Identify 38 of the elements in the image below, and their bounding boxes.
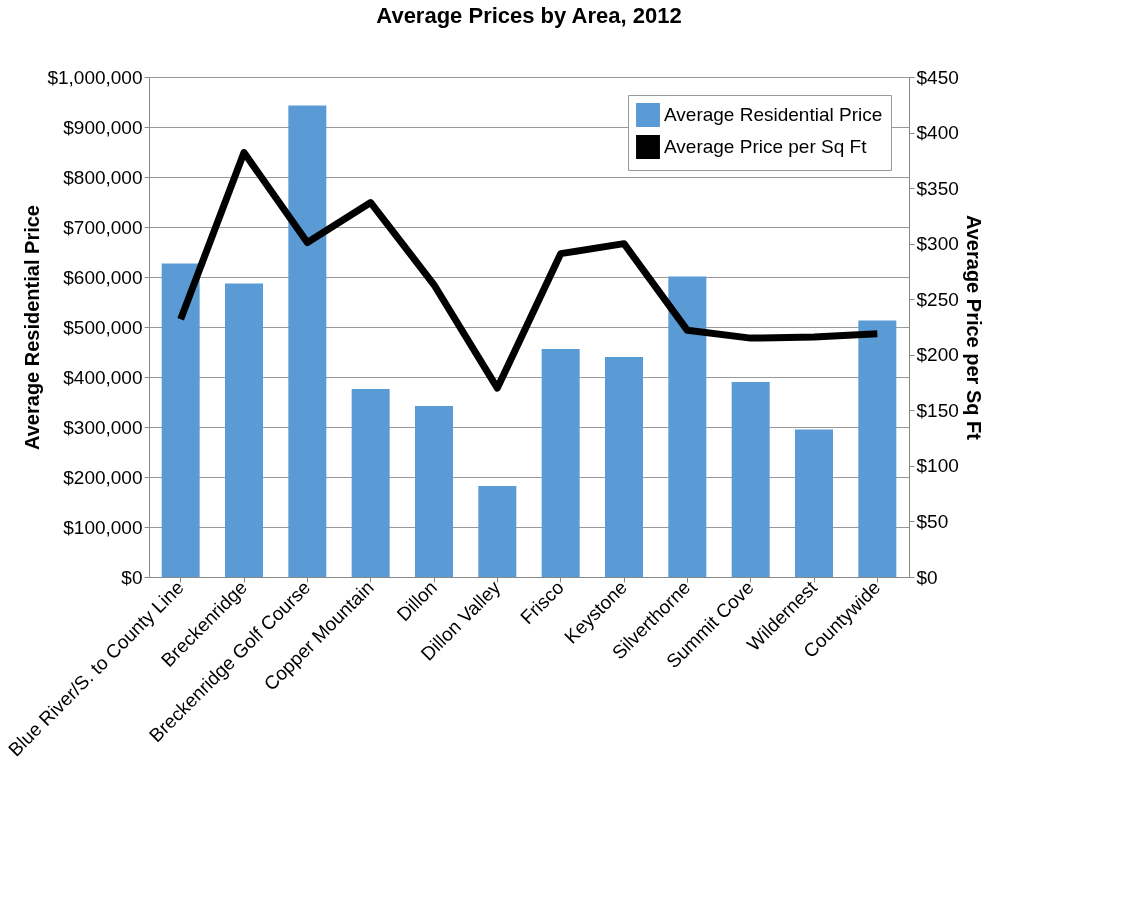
bar	[731, 382, 770, 577]
bar	[795, 429, 833, 577]
y-tick-label: $400,000	[63, 366, 143, 388]
y-tick-label: $300,000	[63, 416, 143, 438]
y2-tick-label: $200	[916, 344, 959, 366]
bar	[668, 276, 707, 577]
y2-tick-label: $300	[916, 233, 959, 255]
bar	[478, 486, 517, 577]
y2-axis-title: Average Price per Sq Ft	[962, 215, 985, 441]
y2-tick-label: $0	[916, 566, 938, 588]
y-tick-label: $800,000	[63, 166, 143, 188]
y-tick-label: $200,000	[63, 466, 143, 488]
bar	[351, 389, 390, 577]
y2-tick-label: $450	[916, 66, 959, 88]
legend-label: Average Residential Price	[664, 104, 883, 125]
bar	[605, 357, 643, 577]
y2-tick-label: $100	[916, 455, 959, 477]
bar	[541, 349, 580, 577]
bar	[858, 320, 897, 577]
y-axis-title: Average Residential Price	[21, 205, 44, 450]
y-tick-label: $900,000	[63, 116, 143, 138]
y-tick-label: $0	[121, 566, 143, 588]
y-tick-label: $1,000,000	[47, 66, 143, 88]
legend-label: Average Price per Sq Ft	[664, 136, 868, 157]
y-tick-label: $600,000	[63, 266, 143, 288]
y2-tick-label: $50	[916, 510, 949, 532]
bar	[161, 263, 200, 577]
y2-tick-label: $400	[916, 122, 959, 144]
y-tick-label: $100,000	[63, 516, 143, 538]
y2-tick-label: $150	[916, 399, 959, 421]
y-tick-label: $700,000	[63, 216, 143, 238]
y2-tick-label: $350	[916, 177, 959, 199]
y2-tick-label: $250	[916, 288, 959, 310]
bar	[225, 283, 263, 577]
bar	[288, 105, 327, 577]
y-tick-label: $500,000	[63, 316, 143, 338]
bar	[415, 406, 453, 577]
chart-title: Average Prices by Area, 2012	[376, 3, 682, 28]
